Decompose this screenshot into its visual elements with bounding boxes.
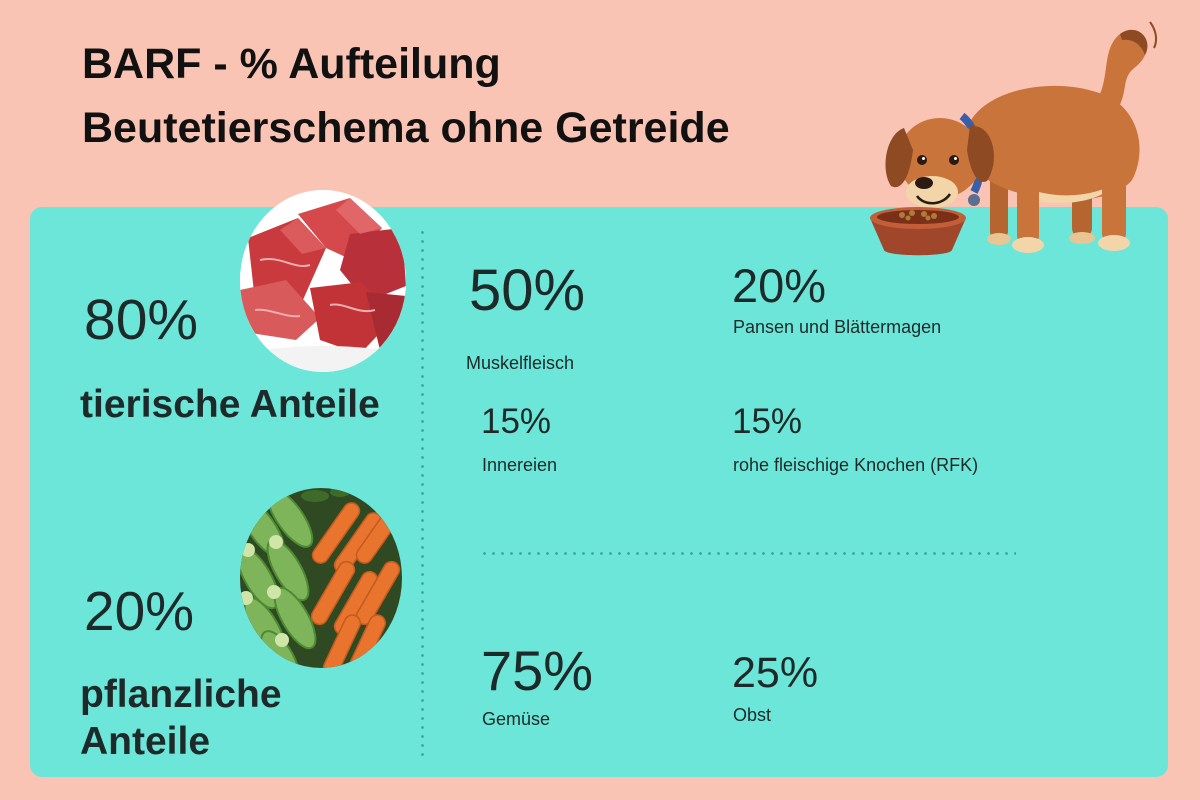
bones-label: rohe fleischige Knochen (RFK) (733, 455, 979, 475)
fruit-percent: 25% (732, 649, 819, 697)
organs-percent: 15% (481, 402, 552, 441)
title-line-1: BARF - % Aufteilung (82, 40, 501, 88)
animal-share-percent: 80% (84, 288, 199, 352)
muscle-meat-percent: 50% (469, 258, 586, 323)
vegetables-label: Gemüse (482, 709, 551, 729)
bones-percent: 15% (732, 402, 803, 441)
meat-image (240, 190, 406, 372)
plant-share-label-line-1: pflanzliche (80, 673, 282, 716)
muscle-meat-label: Muskelfleisch (466, 353, 575, 373)
tripe-label: Pansen und Blättermagen (733, 317, 942, 337)
organs-label: Innereien (482, 455, 558, 475)
plant-share-percent: 20% (84, 580, 195, 642)
dog-eating-from-bowl-icon (870, 21, 1158, 256)
plant-share-label-line-2: Anteile (80, 720, 211, 763)
vertical-divider (421, 228, 424, 760)
animal-share-label: tierische Anteile (80, 383, 380, 426)
content-panel (30, 207, 1168, 777)
tripe-percent: 20% (732, 259, 827, 312)
horizontal-divider (480, 552, 1016, 555)
title-line-2: Beutetierschema ohne Getreide (82, 104, 730, 152)
fruit-label: Obst (733, 705, 772, 725)
vegetables-percent: 75% (481, 639, 594, 702)
vegetables-image (240, 488, 402, 668)
